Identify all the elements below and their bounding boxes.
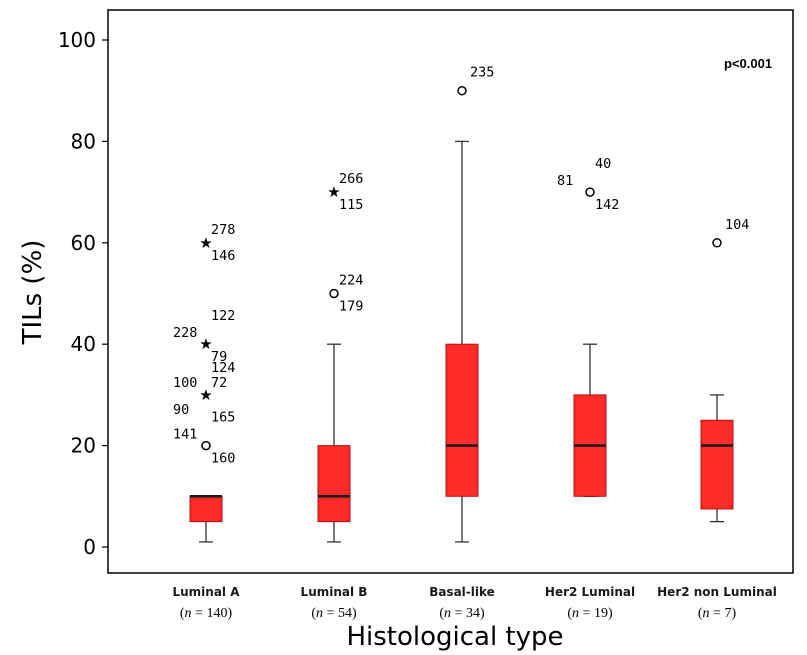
outlier-star-luminal-a: ★ <box>199 335 212 353</box>
outlier-circle-luminal-a <box>201 440 211 451</box>
outlier-label: 141 <box>173 427 197 443</box>
outlier-label: 100 <box>173 375 197 391</box>
y-axis-title: TILs (%) <box>18 240 48 346</box>
outlier-label: 124 <box>211 360 235 376</box>
box-her2-non-luminal <box>700 419 734 510</box>
outlier-star-luminal-b: ★ <box>327 183 340 201</box>
outlier-circle-her2-non-luminal <box>712 238 722 248</box>
x-category-label: Her2 non Luminal <box>657 585 777 599</box>
outlier-label: 81 <box>557 173 573 189</box>
y-tick-label: 0 <box>83 535 96 559</box>
outlier-label: 79 <box>211 349 227 365</box>
outlier-label: 122 <box>211 308 235 324</box>
box-series <box>189 140 734 543</box>
box-luminal-b <box>317 445 351 523</box>
x-sample-size-label: (n = 19) <box>567 606 613 621</box>
outlier-label: 224 <box>339 273 363 289</box>
outlier-label: 160 <box>211 451 235 467</box>
outlier-label: 278 <box>211 222 235 238</box>
outlier-label: 104 <box>725 217 749 233</box>
y-tick-label: 60 <box>71 231 96 255</box>
outlier-circle-luminal-b <box>329 288 339 299</box>
y-tick-label: 100 <box>58 28 96 52</box>
outlier-label: 146 <box>211 248 235 264</box>
x-category-label: Basal-like <box>429 585 495 599</box>
x-sample-size-label: (n = 140) <box>180 606 233 621</box>
plot-frame <box>107 9 794 574</box>
y-axis: 0 20 40 60 80 100 <box>58 28 108 559</box>
x-sample-size-label: (n = 34) <box>439 606 485 621</box>
outlier-label: 266 <box>339 171 363 187</box>
x-axis-labels: Luminal A (n = 140) Luminal B (n = 54) Basal… <box>172 585 776 621</box>
outlier-label: 179 <box>339 299 363 315</box>
outlier-label: 142 <box>595 197 619 213</box>
x-sample-size-label: (n = 7) <box>698 606 737 621</box>
outlier-label: 235 <box>470 65 494 81</box>
p-value-annotation: p<0.001 <box>724 56 772 71</box>
x-category-label: Luminal B <box>301 585 368 599</box>
outlier-circle-basal-like <box>457 85 467 96</box>
x-axis-title: Histological type <box>346 622 563 652</box>
y-tick-label: 80 <box>71 129 96 153</box>
x-category-label: Luminal A <box>172 585 240 599</box>
y-tick-label: 20 <box>71 434 96 458</box>
y-tick-label: 40 <box>71 332 96 356</box>
outlier-circle-her2-luminal <box>585 187 595 197</box>
outlier-label: 165 <box>211 410 235 426</box>
x-category-label: Her2 Luminal <box>545 585 635 599</box>
outlier-label: 40 <box>595 156 611 172</box>
outlier-star-luminal-a: ★ <box>199 234 212 252</box>
box-luminal-a <box>189 495 223 523</box>
box-basal-like <box>445 343 479 497</box>
outlier-label: 115 <box>339 197 363 213</box>
outlier-label: 72 <box>211 375 227 391</box>
outlier-star-luminal-a: ★ <box>199 386 212 404</box>
x-sample-size-label: (n = 54) <box>311 606 357 621</box>
outlier-label: 228 <box>173 325 197 341</box>
outlier-label: 90 <box>173 402 189 418</box>
